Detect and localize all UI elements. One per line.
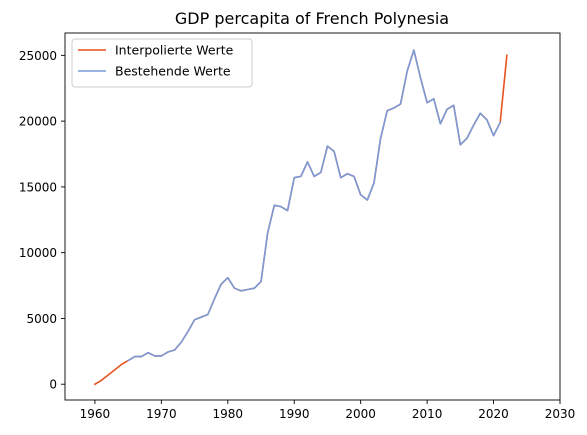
y-tick-label: 5000 — [26, 312, 57, 326]
axes-layer: 1960 1970 1980 1990 2000 2010 2020 2030 0 5000 100… — [19, 32, 576, 421]
x-tick-label: 1980 — [213, 407, 244, 421]
legend-label-1: Interpolierte Werte — [115, 43, 234, 58]
x-tick-label: 1990 — [279, 407, 310, 421]
plot-frame — [64, 32, 561, 401]
series-line-2 — [127, 49, 502, 362]
legend-label-2: Bestehende Werte — [115, 64, 231, 79]
chart-title: GDP percapita of French Polynesia — [175, 9, 449, 28]
series-layer — [93, 49, 508, 386]
legend: Interpolierte Werte Bestehende Werte — [71, 38, 253, 88]
x-tick-label: 2020 — [478, 407, 509, 421]
y-tick-label: 15000 — [19, 180, 57, 194]
y-tick-label: 20000 — [19, 115, 57, 129]
x-tick-label: 1970 — [146, 407, 177, 421]
legend-box — [71, 38, 253, 88]
x-tick-label: 1960 — [80, 407, 111, 421]
y-tick-label: 10000 — [19, 246, 57, 260]
y-tick-label: 0 — [49, 378, 57, 392]
y-tick-label: 25000 — [19, 49, 57, 63]
x-tick-label: 2030 — [545, 407, 576, 421]
x-tick-label: 2000 — [345, 407, 376, 421]
x-tick-label: 2010 — [412, 407, 443, 421]
series-line-1 — [93, 49, 508, 386]
